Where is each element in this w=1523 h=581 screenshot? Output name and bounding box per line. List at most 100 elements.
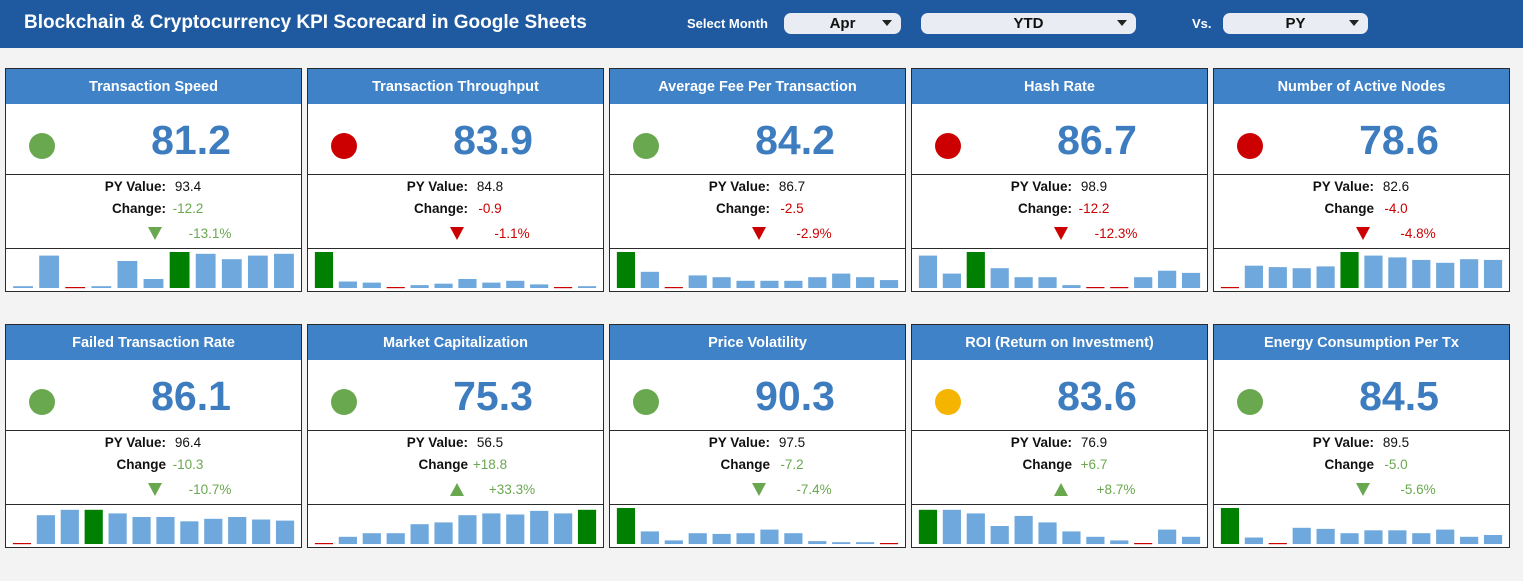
sparkline-bar [990,268,1009,288]
sparkline-bar [252,519,271,544]
sparkline-bar [1483,535,1503,544]
sparkline-bar [314,252,334,288]
trend-sparkline [12,509,295,545]
period-dropdown[interactable]: YTD [921,13,1136,34]
sparkline-bar [1412,259,1431,288]
divider [912,504,1207,505]
sparkline-bar [664,287,683,289]
sparkline-bar [108,513,127,544]
sparkline-bar [760,529,779,544]
trend-sparkline [918,509,1201,545]
header-bar: Blockchain & Cryptocurrency KPI Scorecar… [0,0,1523,48]
sparkline-bar [1436,262,1455,288]
trend-sparkline [1220,508,1503,545]
change-label: Change [1324,457,1374,472]
sparkline-bar [36,515,55,544]
status-indicator-icon [29,133,55,159]
page-title: Blockchain & Cryptocurrency KPI Scorecar… [24,12,587,33]
sparkline-bar [1316,528,1335,544]
trend-sparkline [314,509,597,545]
sparkline-bar [1388,530,1407,544]
sparkline-bar [736,280,755,288]
status-indicator-icon [935,133,961,159]
sparkline-bar [554,287,573,289]
sparkline-bar [879,280,899,288]
sparkline-bar [856,277,875,288]
change-label: Change [1324,201,1374,216]
divider [6,248,301,249]
sparkline-bar [39,255,60,288]
sparkline-bar [1181,272,1201,288]
comparison-dropdown[interactable]: PY [1223,13,1368,34]
sparkline-bar [1038,277,1057,288]
sparkline-bar [221,259,242,288]
sparkline-bar [1268,543,1287,545]
arrow-down-icon [1356,483,1370,496]
sparkline-bar [275,520,295,544]
kpi-value: 84.5 [1359,373,1439,419]
sparkline-bar [1158,270,1177,288]
sparkline-bar [616,252,636,288]
sparkline-bar [482,282,501,288]
sparkline-bar [1062,531,1081,544]
sparkline-bar [274,253,294,288]
py-value-label: PY Value: [708,179,770,194]
sparkline-bar [60,509,79,544]
sparkline-bar [434,283,453,288]
month-dropdown-value: Apr [829,15,856,32]
divider [912,174,1207,175]
comparison-dropdown-value: PY [1285,15,1306,32]
sparkline-bar [1086,287,1105,289]
change-label: Change: [112,201,166,216]
sparkline-bar [808,541,827,544]
sparkline-bar [1244,265,1263,288]
sparkline-bar [1110,540,1129,544]
sparkline-bar [12,543,32,545]
sparkline-bar [247,255,268,288]
sparkline-bar [1340,252,1359,288]
sparkline-bar [506,280,525,288]
kpi-card: Average Fee Per Transaction 84.2 PY Valu… [609,68,906,292]
sparkline-bar [918,509,938,544]
sparkline-bar [966,513,985,544]
arrow-down-icon [148,227,162,240]
sparkline-bar [386,287,405,289]
kpi-card-title: Hash Rate [912,69,1207,104]
kpi-card-title: Failed Transaction Rate [6,325,301,360]
sparkline-bar [856,542,875,544]
divider [308,248,603,249]
sparkline-bar [132,517,151,544]
py-value-label: PY Value: [104,179,166,194]
sparkline-bar [918,255,938,288]
sparkline-bar [1244,537,1263,544]
kpi-card: Failed Transaction Rate 86.1 PY Value: 9… [5,324,302,548]
trend-sparkline [1220,252,1503,289]
divider [1214,430,1509,431]
divider [610,174,905,175]
py-value-label: PY Value: [406,179,468,194]
sparkline-bar [1181,536,1201,544]
sparkline-bar [1340,533,1359,544]
trend-sparkline [13,252,294,289]
sparkline-bar [712,277,731,288]
arrow-down-icon [752,483,766,496]
sparkline-bar [458,515,477,544]
sparkline-bar [169,252,190,288]
py-value-label: PY Value: [1312,179,1374,194]
py-value-label: PY Value: [1010,435,1072,450]
sparkline-bar [966,252,985,288]
change-label: Change: [716,201,770,216]
arrow-up-icon [1054,483,1068,496]
sparkline-bar [1134,277,1153,288]
trend-sparkline [616,252,899,289]
month-dropdown[interactable]: Apr [784,13,901,34]
change-label: Change [418,457,468,472]
sparkline-bar [664,540,683,544]
sparkline-bar [410,285,429,288]
status-indicator-icon [331,133,357,159]
sparkline-bar [204,518,223,544]
divider [308,430,603,431]
sparkline-bar [1110,287,1129,289]
sparkline-bar [1014,515,1033,544]
kpi-value: 86.7 [1057,117,1137,163]
